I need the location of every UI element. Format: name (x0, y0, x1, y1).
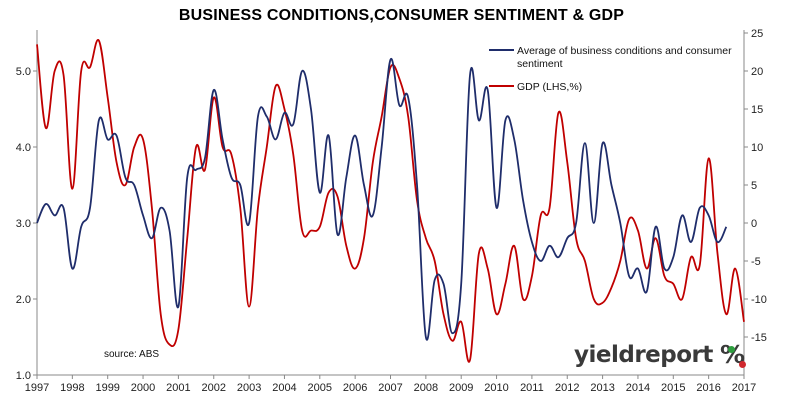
brand-logo-text: yieldreport (574, 342, 713, 368)
legend: Average of business conditions and consu… (489, 45, 732, 93)
x-tick-label: 2001 (166, 382, 190, 394)
x-tick-label: 2014 (626, 382, 650, 394)
x-tick-label: 1998 (60, 382, 84, 394)
y-left-tick-label: 2.0 (16, 294, 31, 306)
brand-logo-red-dot (739, 361, 746, 368)
series-layer (36, 39, 745, 363)
x-tick-label: 2000 (131, 382, 155, 394)
x-tick-label: 2006 (343, 382, 367, 394)
y-left-tick-label: 4.0 (16, 142, 31, 154)
x-tick-label: 2013 (590, 382, 614, 394)
x-tick-label: 2007 (378, 382, 402, 394)
y-right-tick-label: -5 (751, 256, 761, 268)
y-right-tick-label: 20 (751, 66, 763, 78)
x-tick-label: 2002 (202, 382, 226, 394)
y-right-tick-label: -15 (751, 332, 767, 344)
y-right-tick-label: 25 (751, 28, 763, 40)
brand-logo-green-dot (728, 346, 735, 353)
x-tick-label: 2017 (732, 382, 756, 394)
x-tick-label: 2010 (484, 382, 508, 394)
x-tick-label: 2015 (661, 382, 685, 394)
y-right-tick-label: -10 (751, 294, 767, 306)
y-left-tick-label: 5.0 (16, 66, 31, 78)
x-tick-label: 1999 (95, 382, 119, 394)
x-tick-label: 2003 (237, 382, 261, 394)
y-right-tick-label: 10 (751, 142, 763, 154)
x-tick-label: 2008 (414, 382, 438, 394)
chart-title: BUSINESS CONDITIONS,CONSUMER SENTIMENT &… (178, 7, 625, 24)
x-tick-label: 2009 (449, 382, 473, 394)
y-right-tick-label: 15 (751, 104, 763, 116)
legend-label-business-consumer: Average of business conditions and consu… (517, 45, 732, 70)
legend-label-gdp: GDP (LHS,%) (517, 81, 582, 93)
x-tick-label: 2016 (696, 382, 720, 394)
y-right-tick-label: 5 (751, 180, 757, 192)
x-tick-label: 2005 (308, 382, 332, 394)
y-left-tick-label: 1.0 (16, 370, 31, 382)
x-tick-label: 2011 (520, 382, 544, 394)
x-tick-label: 1997 (25, 382, 49, 394)
x-tick-label: 2004 (272, 382, 296, 394)
y-left-tick-label: 3.0 (16, 218, 31, 230)
x-tick-label: 2012 (555, 382, 579, 394)
y-right-tick-label: 0 (751, 218, 757, 230)
series-line-business-consumer (36, 58, 728, 341)
source-note: source: ABS (104, 349, 159, 360)
series-line-gdp (36, 39, 745, 363)
axes: 1.0 2.0 3.0 4.0 5.0 -15 -10 -5 0 5 10 15 20 25 1997 199… (16, 28, 767, 394)
